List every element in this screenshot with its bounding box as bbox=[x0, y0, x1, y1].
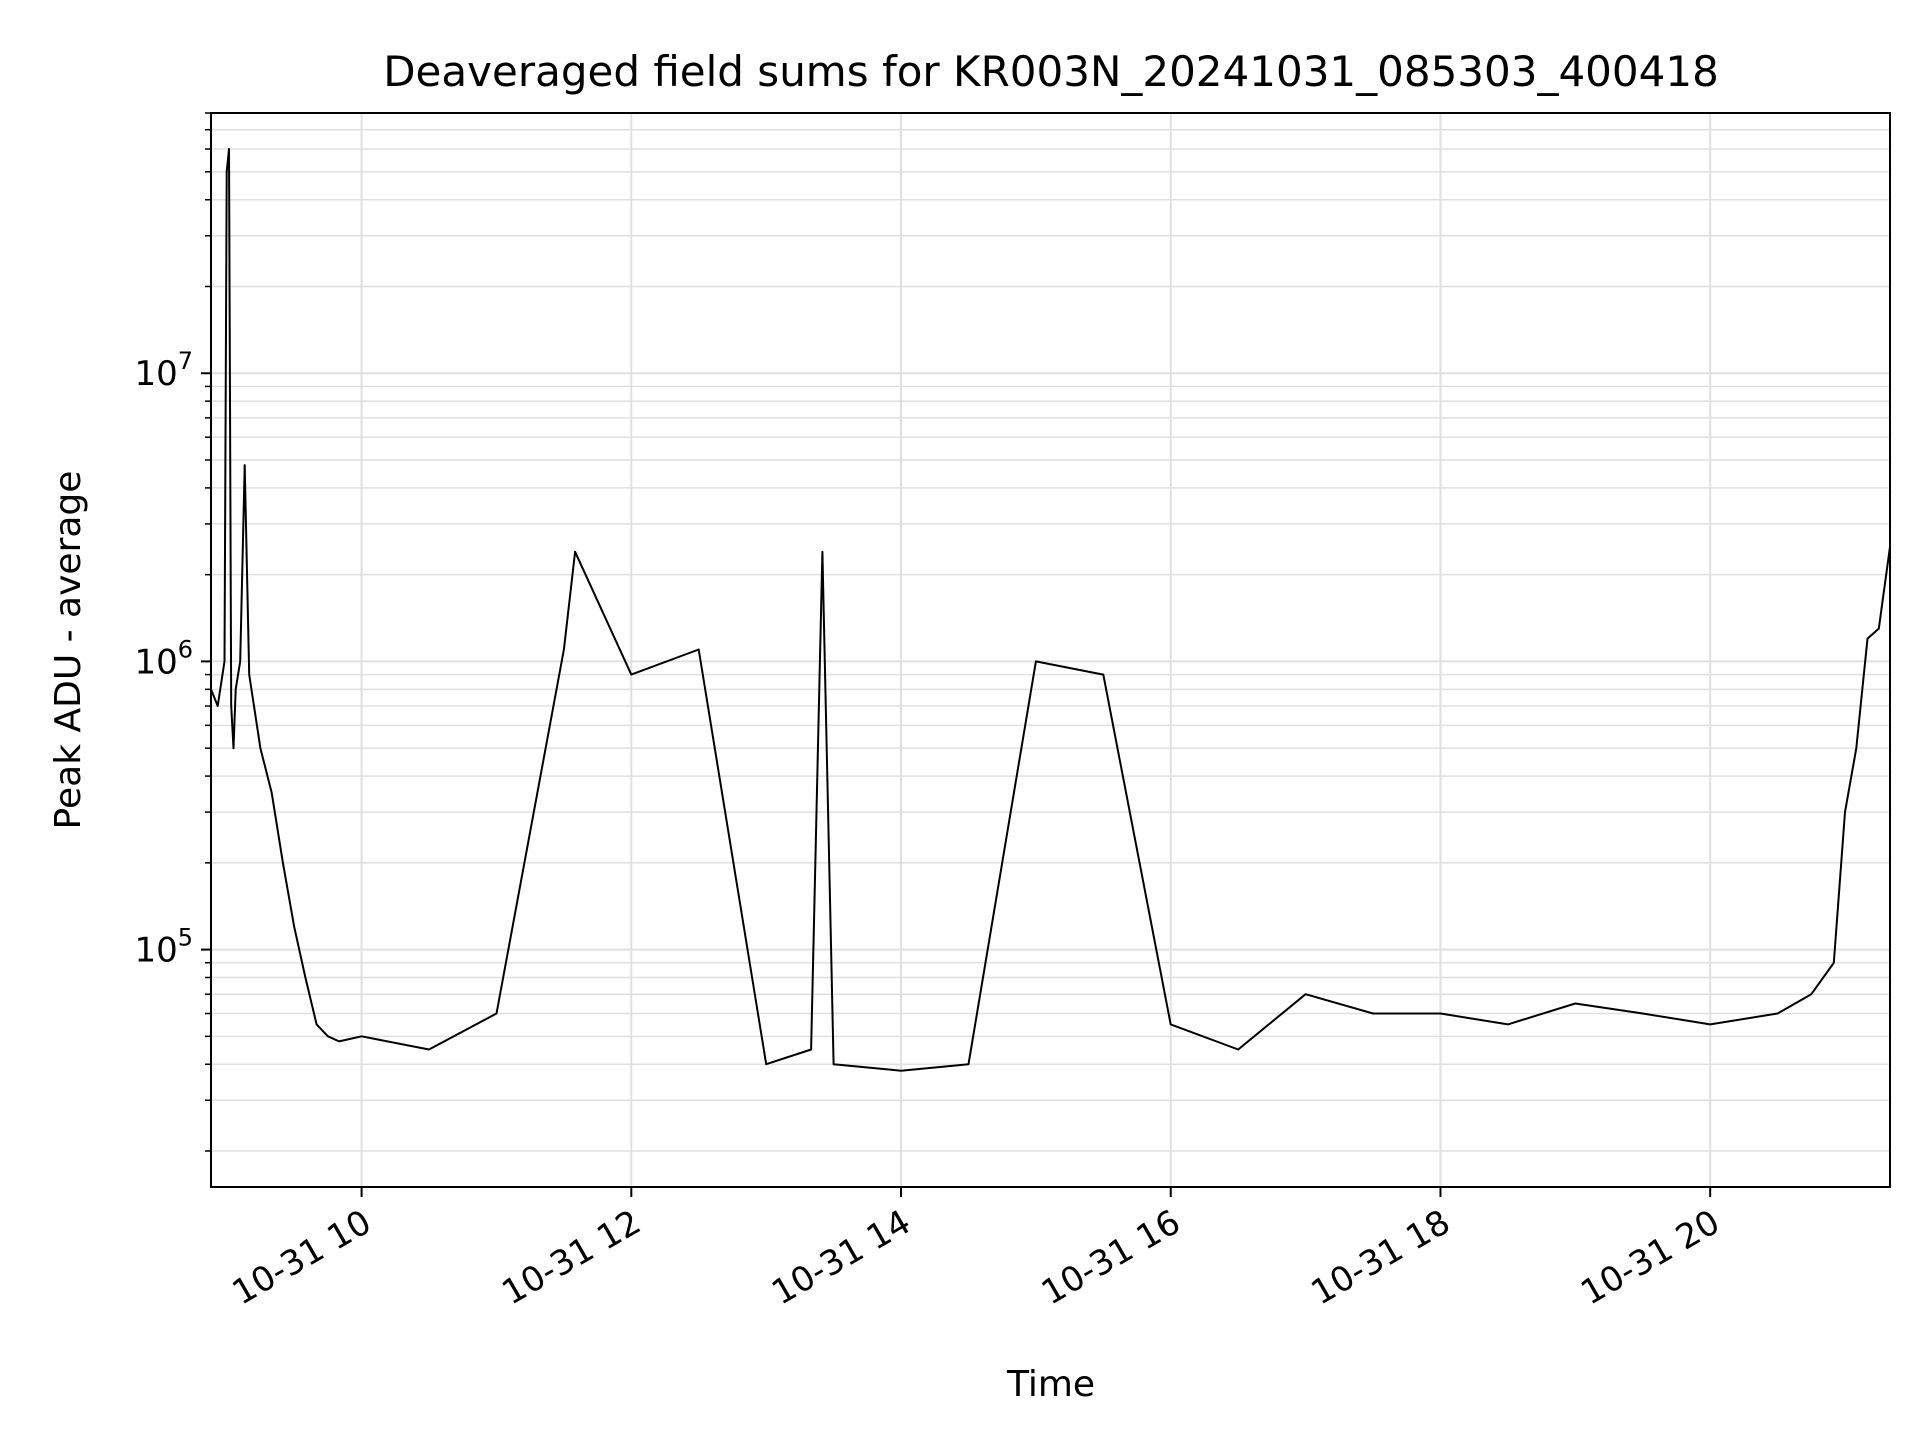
x-axis-label: Time bbox=[1006, 1364, 1095, 1405]
plot-frame bbox=[210, 112, 1891, 1188]
chart-title: Deaveraged field sums for KR003N_2024103… bbox=[383, 47, 1719, 96]
grid-layer bbox=[211, 112, 1890, 1187]
y-tick-label: 105 bbox=[134, 924, 193, 971]
x-tick-label: 10-31 10 bbox=[226, 1202, 378, 1313]
x-tick-label: 10-31 14 bbox=[765, 1202, 917, 1313]
y-tick-label: 107 bbox=[134, 347, 193, 394]
series-line bbox=[210, 148, 1891, 1072]
line-layer bbox=[210, 148, 1891, 1072]
y-axis-label: Peak ADU - average bbox=[48, 471, 89, 830]
x-tick-label: 10-31 16 bbox=[1035, 1202, 1187, 1313]
tick-layer: 105 106 107 10-31 10 10-31 12 10-31 14 10-31 1… bbox=[134, 112, 1727, 1313]
y-tick-label: 106 bbox=[134, 635, 193, 682]
x-tick-label: 10-31 12 bbox=[495, 1202, 647, 1313]
x-tick-label: 10-31 18 bbox=[1305, 1202, 1457, 1313]
x-tick-label: 10-31 20 bbox=[1574, 1202, 1726, 1313]
